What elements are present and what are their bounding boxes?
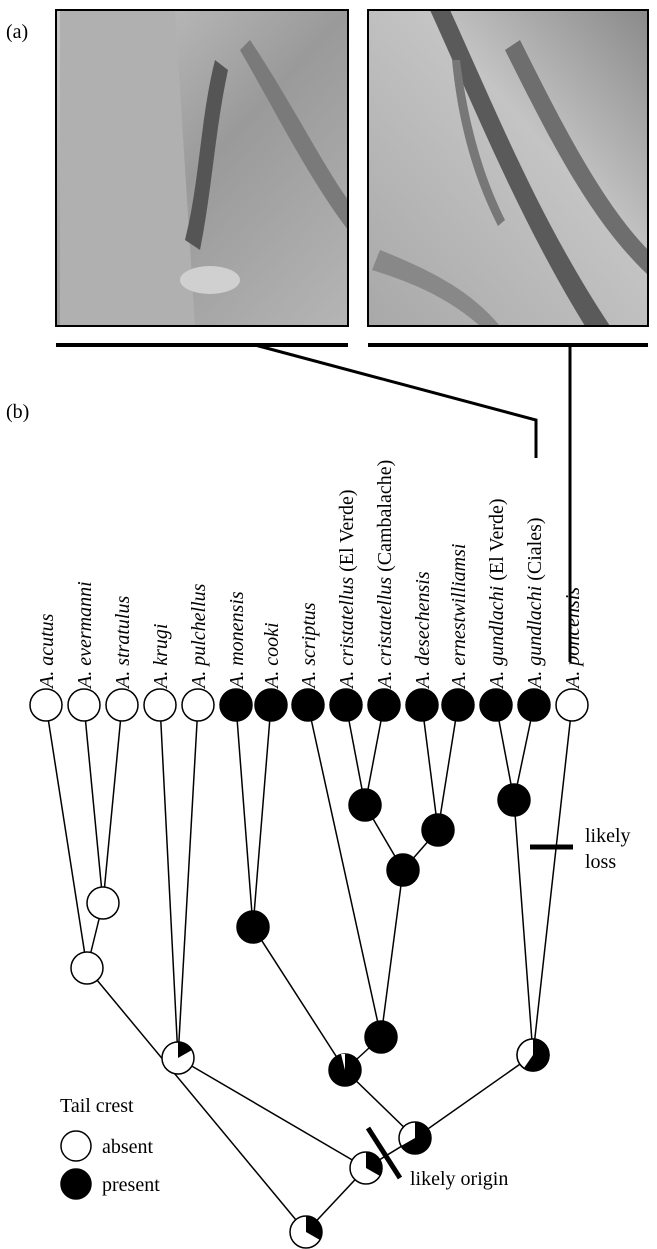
tip-label: A. ernestwilliamsi xyxy=(448,544,470,690)
loss-label: likely xyxy=(585,825,631,847)
species-name: A. cooki xyxy=(261,622,283,690)
locality: (El Verde) xyxy=(336,490,358,572)
tip-label: A. scriptus xyxy=(298,602,320,690)
species-name: A. cristatellus xyxy=(374,577,396,690)
legend-label: absent xyxy=(102,1136,154,1158)
tip-label: A. monensis xyxy=(226,591,248,690)
photo xyxy=(368,10,648,326)
species-name: A. gundlachi xyxy=(524,586,546,690)
tip-label: A. acutus xyxy=(36,613,58,690)
tip-label: A. pulchellus xyxy=(188,583,210,690)
species-name: A. pulchellus xyxy=(188,583,210,690)
tip-label: A. gundlachi (El Verde) xyxy=(486,498,508,690)
species-name: A. acutus xyxy=(36,613,58,690)
locality: (Cambalache) xyxy=(374,460,396,572)
tip-label: A. stratulus xyxy=(112,596,134,690)
loss-label: loss xyxy=(585,851,616,873)
legend-label: present xyxy=(102,1174,160,1196)
tip-label: A. cristatellus (El Verde) xyxy=(336,490,358,690)
locality: (El Verde) xyxy=(486,498,508,580)
species-name: A. stratulus xyxy=(112,596,134,690)
tip-label: A. evermanni xyxy=(74,581,96,690)
tip-label: A. krugi xyxy=(150,624,172,690)
panel-label: (a) xyxy=(6,21,28,43)
species-name: A. gundlachi xyxy=(486,586,508,690)
panel-label: (b) xyxy=(6,401,29,423)
tip-label: A. cooki xyxy=(261,622,283,690)
species-name: A. monensis xyxy=(226,591,248,690)
tip-label: A. gundlachi (Ciales) xyxy=(524,517,546,690)
tip-label: A. cristatellus (Cambalache) xyxy=(374,460,396,690)
tip-label: A. desechensis xyxy=(412,571,434,690)
figure: (a) (b) A. acutus A. evermanni A. stratulu… xyxy=(0,0,657,1249)
species-name: A. poncensis xyxy=(562,587,584,690)
species-name: A. scriptus xyxy=(298,602,320,690)
locality: (Ciales) xyxy=(524,517,546,580)
legend-title: Tail crest xyxy=(60,1095,134,1117)
species-name: A. krugi xyxy=(150,624,172,690)
species-name: A. ernestwilliamsi xyxy=(448,544,470,690)
species-name: A. desechensis xyxy=(412,571,434,690)
tip-labels: A. acutus A. evermanni A. stratulus A. krug… xyxy=(36,460,584,690)
species-name: A. evermanni xyxy=(74,581,96,690)
species-name: A. cristatellus xyxy=(336,577,358,690)
photo xyxy=(56,10,348,326)
tip-nodes xyxy=(30,689,588,721)
origin-label: likely origin xyxy=(410,1168,508,1190)
tip-label: A. poncensis xyxy=(562,587,584,690)
